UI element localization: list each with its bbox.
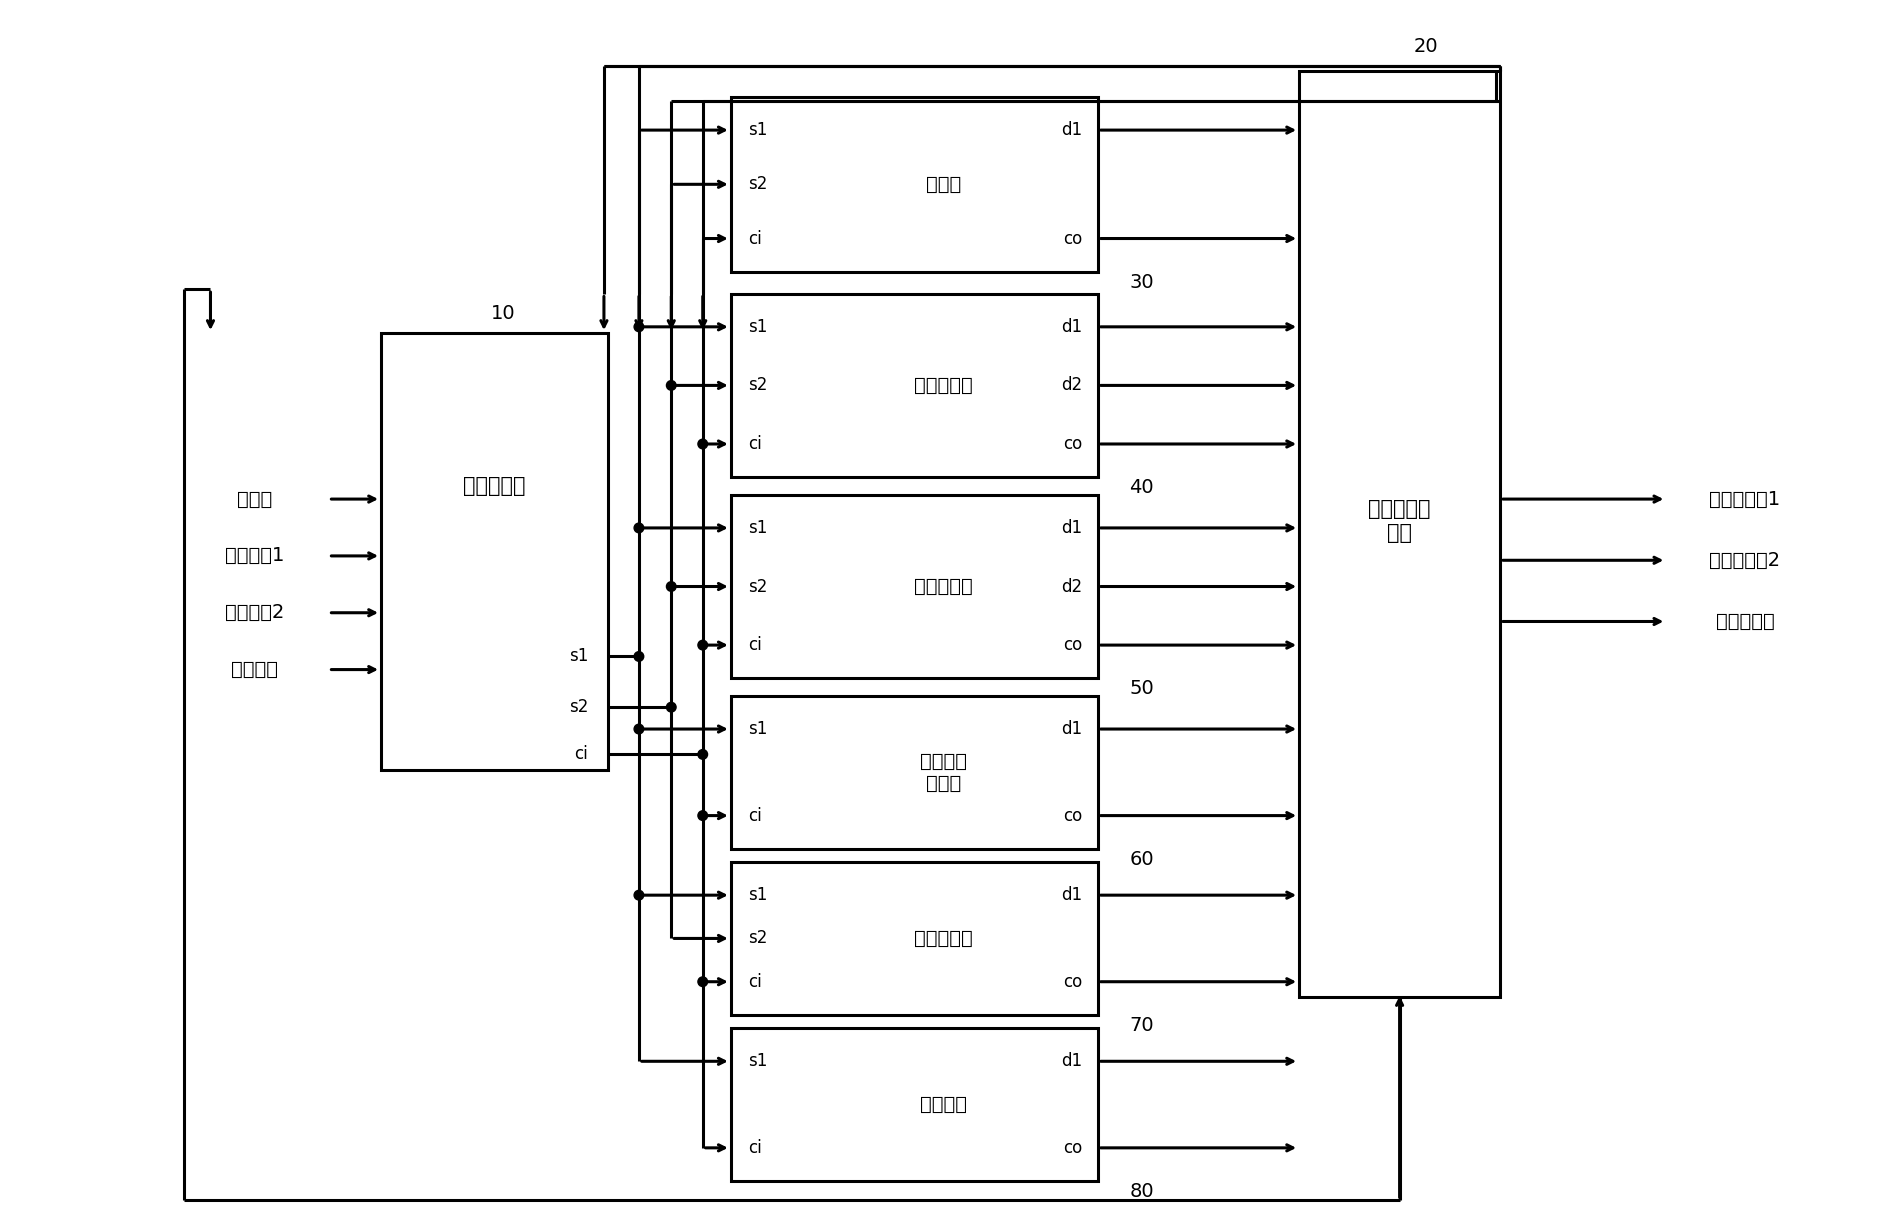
- Text: co: co: [1064, 972, 1082, 991]
- Text: 除法控制器: 除法控制器: [914, 577, 973, 596]
- Bar: [382, 333, 608, 771]
- Text: co: co: [1064, 435, 1082, 453]
- Circle shape: [667, 582, 676, 592]
- Text: 加法器: 加法器: [926, 175, 962, 193]
- Text: s1: s1: [748, 121, 767, 139]
- Text: ci: ci: [748, 807, 761, 825]
- Text: co: co: [1064, 1139, 1082, 1157]
- Circle shape: [697, 640, 708, 650]
- Text: 50: 50: [1130, 679, 1154, 698]
- Bar: [731, 696, 1098, 849]
- Bar: [1300, 70, 1500, 998]
- Text: co: co: [1064, 637, 1082, 654]
- Circle shape: [635, 523, 644, 533]
- Text: s2: s2: [569, 698, 587, 716]
- Text: s2: s2: [748, 175, 767, 193]
- Circle shape: [635, 725, 644, 733]
- Text: d1: d1: [1062, 887, 1082, 904]
- Bar: [731, 97, 1098, 272]
- Text: d1: d1: [1062, 519, 1082, 536]
- Text: ci: ci: [748, 435, 761, 453]
- Circle shape: [635, 651, 644, 661]
- Bar: [731, 495, 1098, 679]
- Text: s2: s2: [748, 577, 767, 596]
- Text: 30: 30: [1130, 273, 1154, 292]
- Text: s1: s1: [748, 1052, 767, 1070]
- Text: 源操作数2: 源操作数2: [225, 603, 283, 622]
- Bar: [731, 863, 1098, 1015]
- Text: 40: 40: [1130, 478, 1154, 498]
- Text: 操作码: 操作码: [236, 489, 272, 509]
- Text: 源操作数1: 源操作数1: [225, 546, 283, 565]
- Text: d1: d1: [1062, 720, 1082, 738]
- Text: ci: ci: [748, 972, 761, 991]
- Text: s2: s2: [748, 377, 767, 394]
- Circle shape: [697, 977, 708, 987]
- Text: ci: ci: [574, 745, 587, 763]
- Text: co: co: [1064, 807, 1082, 825]
- Circle shape: [667, 702, 676, 712]
- Text: ci: ci: [748, 1139, 761, 1157]
- Circle shape: [635, 323, 644, 332]
- Text: 逻辑运算器: 逻辑运算器: [914, 929, 973, 948]
- Text: 目的标志位: 目的标志位: [1715, 612, 1774, 631]
- Text: 乘法控制器: 乘法控制器: [914, 376, 973, 395]
- Text: 位处理器: 位处理器: [920, 1096, 967, 1114]
- Text: 10: 10: [491, 304, 516, 324]
- Circle shape: [697, 440, 708, 449]
- Circle shape: [697, 811, 708, 820]
- Text: d1: d1: [1062, 121, 1082, 139]
- Circle shape: [635, 890, 644, 900]
- Text: co: co: [1064, 230, 1082, 248]
- Text: s2: s2: [748, 929, 767, 947]
- Bar: [731, 1028, 1098, 1181]
- Text: d1: d1: [1062, 318, 1082, 336]
- Text: 十进制数
调整器: 十进制数 调整器: [920, 751, 967, 792]
- Text: 源标志位: 源标志位: [230, 660, 278, 679]
- Text: s1: s1: [748, 720, 767, 738]
- Text: 80: 80: [1130, 1183, 1154, 1201]
- Text: s1: s1: [748, 519, 767, 536]
- Text: 70: 70: [1130, 1016, 1154, 1035]
- Circle shape: [697, 750, 708, 759]
- Text: 60: 60: [1130, 849, 1154, 869]
- Text: d1: d1: [1062, 1052, 1082, 1070]
- Text: s1: s1: [748, 318, 767, 336]
- Text: s1: s1: [748, 887, 767, 904]
- Text: 目的操作数1: 目的操作数1: [1710, 489, 1781, 509]
- Text: 目的操作数2: 目的操作数2: [1710, 551, 1781, 570]
- Text: d2: d2: [1062, 377, 1082, 394]
- Text: 译码控制器: 译码控制器: [463, 476, 525, 496]
- Text: ci: ci: [748, 230, 761, 248]
- Circle shape: [667, 381, 676, 390]
- Text: s1: s1: [569, 647, 587, 666]
- Text: ci: ci: [748, 637, 761, 654]
- Bar: [731, 294, 1098, 477]
- Text: d2: d2: [1062, 577, 1082, 596]
- Text: 数据通路选
择器: 数据通路选 择器: [1368, 499, 1430, 542]
- Text: 20: 20: [1413, 36, 1438, 56]
